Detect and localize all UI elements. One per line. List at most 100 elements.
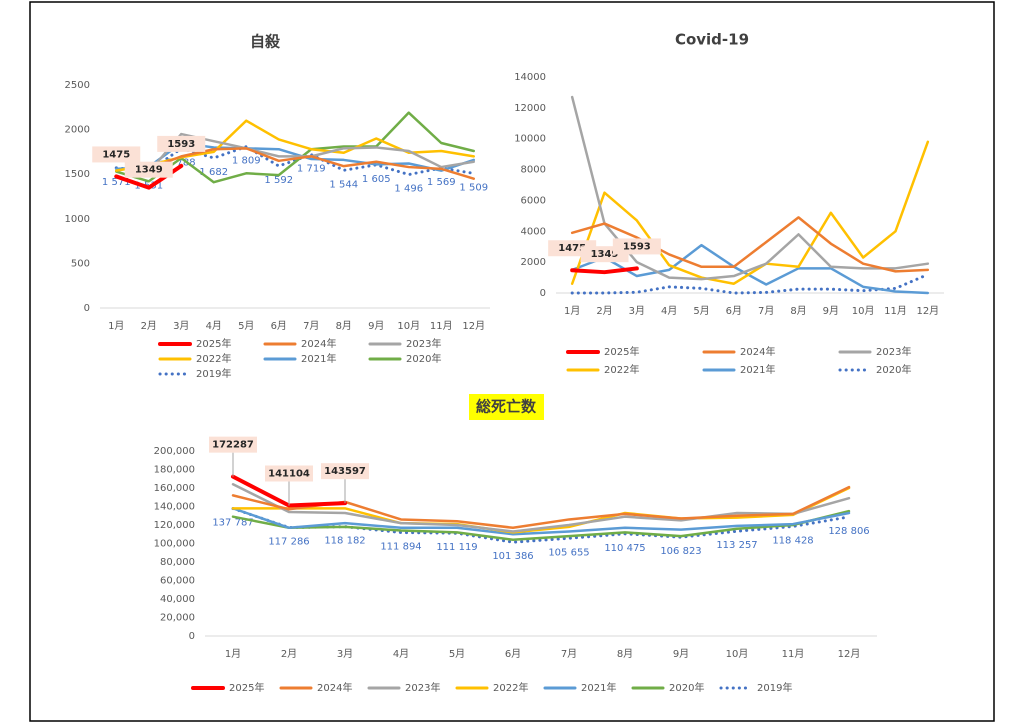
x-tick-label: 11月 <box>430 320 453 332</box>
series-line <box>231 483 851 533</box>
label-box <box>157 135 206 152</box>
y-tick-label: 1500 <box>65 169 90 180</box>
data-label: 1 682 <box>199 167 228 178</box>
data-label: 110 475 <box>604 543 645 554</box>
data-label: 1 509 <box>459 182 488 193</box>
x-tick-label: 2月 <box>141 320 157 332</box>
data-label: 172287 <box>212 440 254 451</box>
legend-label: 2019年 <box>196 367 231 380</box>
x-tick-label: 6月 <box>271 320 287 332</box>
legend-label: 2025年 <box>229 681 264 694</box>
y-tick-label: 10000 <box>514 134 546 145</box>
y-tick-label: 20,000 <box>160 613 195 624</box>
data-label: 137 787 <box>212 518 253 529</box>
legend-label: 2022年 <box>493 681 528 694</box>
series-line <box>570 216 930 273</box>
data-label: 143597 <box>324 466 366 477</box>
x-tick-label: 5月 <box>449 648 465 660</box>
y-tick-label: 0 <box>84 303 90 314</box>
chart-title: 自殺 <box>250 33 281 51</box>
data-label: 118 182 <box>324 536 365 547</box>
data-label: 117 286 <box>268 537 309 548</box>
legend-label: 2023年 <box>406 337 441 350</box>
x-tick-label: 12月 <box>462 320 485 332</box>
x-tick-label: 7月 <box>561 648 577 660</box>
x-tick-label: 6月 <box>726 305 742 317</box>
chart-title: Covid-19 <box>675 31 749 49</box>
series-line <box>570 95 930 281</box>
y-tick-label: 80,000 <box>160 557 195 568</box>
legend-label: 2022年 <box>604 363 639 376</box>
legend-label: 2023年 <box>876 345 911 358</box>
series-line <box>570 266 639 275</box>
x-tick-label: 4月 <box>393 648 409 660</box>
label-box <box>92 146 141 163</box>
data-label: 1 719 <box>297 164 326 175</box>
legend-label: 2025年 <box>196 337 231 350</box>
x-tick-label: 7月 <box>303 320 319 332</box>
data-label: 1 544 <box>329 179 358 190</box>
legend-label: 2020年 <box>876 363 911 376</box>
x-tick-label: 1月 <box>564 305 580 317</box>
y-tick-label: 8000 <box>521 165 546 176</box>
y-tick-label: 140,000 <box>154 502 195 513</box>
data-label: 1593 <box>623 241 651 252</box>
legend-label: 2020年 <box>669 681 704 694</box>
data-label: 101 386 <box>492 551 533 562</box>
x-tick-label: 8月 <box>790 305 806 317</box>
data-label: 1 788 <box>167 158 196 169</box>
x-tick-label: 9月 <box>673 648 689 660</box>
y-tick-label: 200,000 <box>154 446 195 457</box>
x-tick-label: 9月 <box>368 320 384 332</box>
x-tick-label: 10月 <box>852 305 875 317</box>
y-tick-label: 6000 <box>521 195 546 206</box>
legend-label: 2021年 <box>581 681 616 694</box>
x-tick-label: 8月 <box>617 648 633 660</box>
y-tick-label: 14000 <box>514 72 546 83</box>
y-tick-label: 2000 <box>65 125 90 136</box>
legend-label: 2019年 <box>757 681 792 694</box>
data-label: 111 119 <box>436 542 477 553</box>
x-tick-label: 4月 <box>206 320 222 332</box>
label-box <box>209 436 257 453</box>
y-tick-label: 2000 <box>521 257 546 268</box>
series-line <box>231 507 851 536</box>
data-label: 1 496 <box>394 184 423 195</box>
data-label: 106 823 <box>660 546 701 557</box>
legend-label: 2022年 <box>196 352 231 365</box>
title-highlight <box>469 394 544 420</box>
data-label: 1349 <box>135 165 163 176</box>
series-line <box>570 272 930 295</box>
x-tick-label: 12月 <box>838 648 861 660</box>
legend-label: 2021年 <box>740 363 775 376</box>
y-tick-label: 180,000 <box>154 465 195 476</box>
y-tick-label: 160,000 <box>154 483 195 494</box>
y-tick-label: 2500 <box>65 80 90 91</box>
x-tick-label: 4月 <box>661 305 677 317</box>
x-tick-label: 2月 <box>281 648 297 660</box>
data-label: 1593 <box>167 139 195 150</box>
data-label: 105 655 <box>548 547 589 558</box>
y-tick-label: 500 <box>71 258 90 269</box>
legend-label: 2023年 <box>405 681 440 694</box>
label-box <box>124 161 173 178</box>
label-box <box>265 465 313 482</box>
x-tick-label: 12月 <box>916 305 939 317</box>
x-tick-label: 1月 <box>225 648 241 660</box>
y-tick-label: 0 <box>540 288 546 299</box>
data-label: 1 569 <box>427 177 456 188</box>
series-line <box>231 486 851 534</box>
series-line <box>231 507 851 544</box>
legend-label: 2024年 <box>317 681 352 694</box>
data-label: 141104 <box>268 468 310 479</box>
y-tick-label: 4000 <box>521 226 546 237</box>
legend-label: 2024年 <box>740 345 775 358</box>
x-tick-label: 10月 <box>726 648 749 660</box>
x-tick-label: 10月 <box>397 320 420 332</box>
y-tick-label: 120,000 <box>154 520 195 531</box>
y-tick-label: 100,000 <box>154 539 195 550</box>
x-tick-label: 7月 <box>758 305 774 317</box>
frame <box>29 1 995 722</box>
x-tick-label: 5月 <box>693 305 709 317</box>
x-tick-label: 5月 <box>238 320 254 332</box>
